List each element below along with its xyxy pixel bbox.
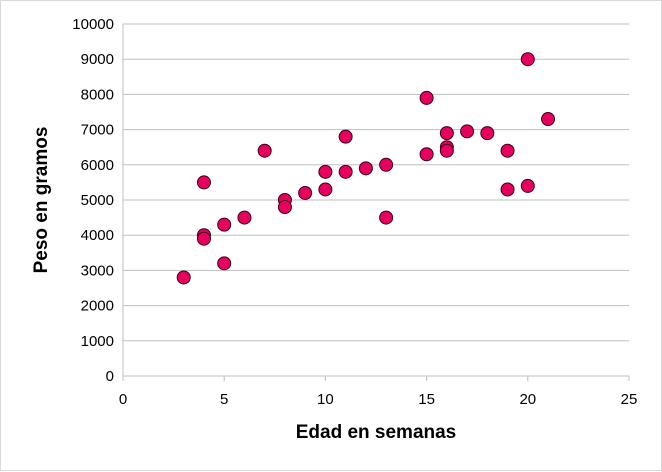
x-tick-label: 20: [519, 391, 536, 408]
data-point: [277, 200, 292, 215]
data-point: [520, 178, 535, 193]
x-tick-label: 0: [119, 391, 127, 408]
data-point: [358, 161, 373, 176]
data-point: [298, 185, 313, 200]
data-point: [257, 143, 272, 158]
data-point: [439, 126, 454, 141]
y-tick-label: 9000: [81, 51, 114, 68]
data-point: [318, 164, 333, 179]
y-tick-label: 5000: [81, 192, 114, 209]
data-point: [520, 52, 535, 67]
data-point: [439, 143, 454, 158]
y-tick-label: 10000: [72, 16, 114, 33]
y-tick-label: 3000: [81, 262, 114, 279]
data-point: [217, 256, 232, 271]
data-point: [338, 164, 353, 179]
x-tick-label: 5: [220, 391, 228, 408]
y-tick-label: 6000: [81, 157, 114, 174]
y-tick-label: 1000: [81, 333, 114, 350]
data-point: [500, 143, 515, 158]
data-point: [196, 231, 211, 246]
data-point: [176, 270, 191, 285]
x-tick-label: 15: [418, 391, 435, 408]
data-point: [460, 124, 475, 139]
x-tick-label: 25: [621, 391, 638, 408]
data-point: [338, 129, 353, 144]
y-tick-labels: 0 1000 2000 3000 4000 5000 6000 7000 8000 9000 100…: [72, 16, 114, 385]
x-tick-labels: 0 5 10 15 20 25: [119, 391, 638, 408]
data-point: [237, 210, 252, 225]
x-tick-label: 10: [317, 391, 334, 408]
data-point: [480, 126, 495, 141]
data-points: [176, 52, 556, 285]
data-point: [379, 157, 394, 172]
y-tick-label: 2000: [81, 298, 114, 315]
data-point: [318, 182, 333, 197]
data-point: [419, 90, 434, 105]
data-point: [500, 182, 515, 197]
data-point: [379, 210, 394, 225]
y-axis-title: Peso en gramos: [31, 127, 52, 274]
y-tick-label: 0: [106, 368, 114, 385]
data-point: [196, 175, 211, 190]
y-tick-label: 7000: [81, 122, 114, 139]
axes: [122, 24, 630, 381]
data-point: [217, 217, 232, 232]
y-tick-label: 8000: [81, 86, 114, 103]
data-point: [419, 147, 434, 162]
data-point: [541, 112, 556, 127]
x-axis-title: Edad en semanas: [296, 422, 457, 443]
y-tick-label: 4000: [81, 227, 114, 244]
